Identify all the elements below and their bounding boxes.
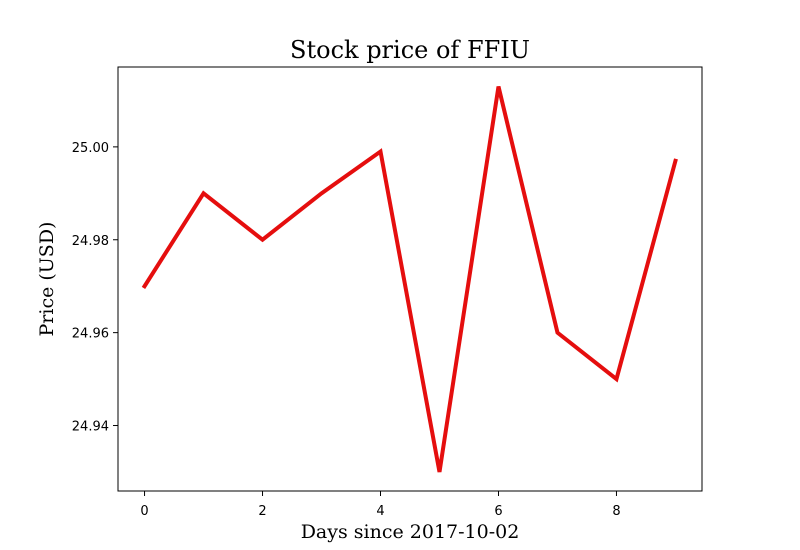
- chart-title: Stock price of FFIU: [290, 36, 530, 64]
- y-tick-label: 24.98: [72, 234, 109, 249]
- x-axis-label: Days since 2017-10-02: [301, 521, 520, 543]
- x-tick-label: 6: [494, 504, 502, 519]
- x-tick-label: 0: [140, 504, 148, 519]
- y-tick-label: 24.94: [72, 420, 109, 435]
- price-series-line: [141, 86, 678, 473]
- x-tick-label: 4: [376, 504, 384, 519]
- y-tick-label: 24.96: [72, 327, 109, 342]
- y-axis-label: Price (USD): [36, 222, 58, 337]
- y-tick-label: 25.00: [72, 141, 109, 156]
- series-layer: [141, 86, 678, 473]
- x-tick-label: 8: [612, 504, 620, 519]
- axis-ticks: 0 2 4 6 8 24.94 24.96 24.98 25.00: [72, 141, 621, 519]
- plot-area-frame: [117, 66, 703, 492]
- x-tick-label: 2: [258, 504, 266, 519]
